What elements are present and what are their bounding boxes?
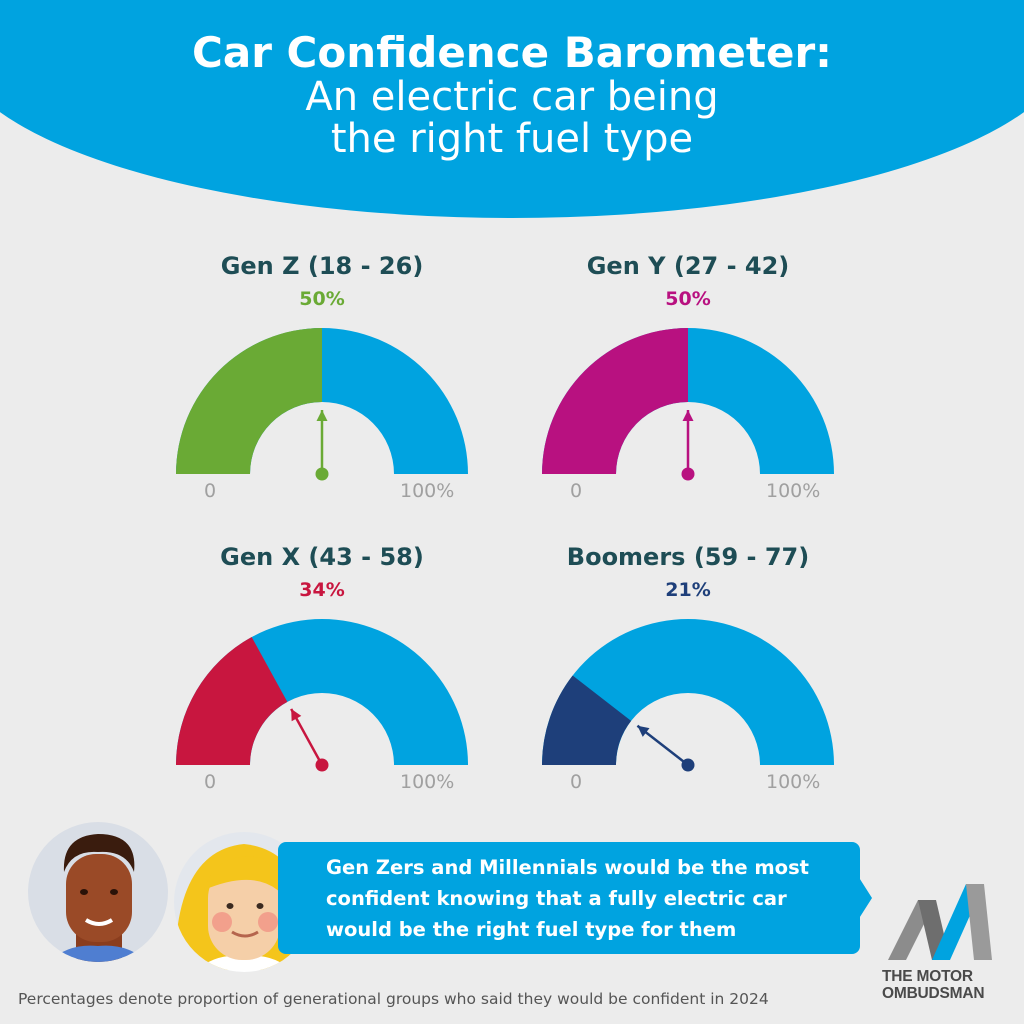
logo-line-2: OMBUDSMAN (882, 985, 985, 1002)
motor-ombudsman-logo-icon (888, 884, 992, 960)
gauge-value-arc (176, 328, 322, 474)
callout-pointer (858, 876, 872, 920)
page-subtitle-line-2: the right fuel type (330, 116, 694, 162)
avatars-group (28, 822, 314, 972)
logo-line-1: THE MOTOR (882, 968, 973, 985)
gauge-value-arc (542, 675, 632, 765)
gauge-min-label: 0 (570, 480, 583, 502)
gauge-gen-x: Gen X (43 - 58) 34% 0 100% (172, 543, 472, 813)
man-avatar-icon (28, 822, 168, 962)
gauge-max-label: 100% (400, 480, 455, 502)
gauge-dial (542, 619, 834, 772)
gauge-title: Boomers (59 - 77) (566, 543, 810, 571)
callout-text: Gen Zers and Millennials would be the mo… (326, 856, 809, 941)
logo-wordmark: THE MOTOR OMBUDSMAN (882, 968, 1002, 1002)
gauge-max-label: 100% (400, 771, 455, 793)
gauge-value-arc (176, 637, 288, 765)
gauge-min-label: 0 (570, 771, 583, 793)
footnote: Percentages denote proportion of generat… (18, 990, 769, 1008)
gauge-dial (542, 328, 834, 481)
gauge-value-label: 21% (665, 579, 711, 601)
gauge-value-label: 50% (665, 288, 711, 310)
gauge-boomers: Boomers (59 - 77) 21% 0 100% (538, 543, 838, 813)
gauge-value-label: 50% (299, 288, 345, 310)
gauge-dial (176, 328, 468, 481)
gauge-title: Gen X (43 - 58) (220, 543, 424, 571)
gauge-needle-pivot (681, 467, 695, 481)
gauge-title: Gen Z (18 - 26) (220, 252, 424, 280)
gauge-value-arc (542, 328, 688, 474)
gauge-needle-pivot (681, 758, 695, 772)
gauge-dial (176, 619, 468, 772)
header-banner (0, 0, 1024, 218)
gauge-value-label: 34% (299, 579, 345, 601)
page-subtitle-line-1: An electric car being (305, 74, 719, 120)
gauge-needle-head (291, 708, 302, 722)
page-title: Car Confidence Barometer: (192, 28, 832, 77)
gauge-title: Gen Y (27 - 42) (586, 252, 790, 280)
gauge-needle-pivot (315, 467, 329, 481)
gauge-min-label: 0 (204, 480, 217, 502)
gauge-gen-y: Gen Y (27 - 42) 50% 0 100% (538, 252, 838, 522)
gauge-max-label: 100% (766, 480, 821, 502)
gauge-min-label: 0 (204, 771, 217, 793)
gauge-gen-z: Gen Z (18 - 26) 50% 0 100% (172, 252, 472, 522)
gauge-needle-head (682, 410, 694, 421)
gauge-needle-pivot (315, 758, 329, 772)
callout-box (278, 842, 860, 954)
gauge-needle-head (316, 410, 328, 421)
gauge-max-label: 100% (766, 771, 821, 793)
gauge-needle-head (637, 725, 650, 737)
